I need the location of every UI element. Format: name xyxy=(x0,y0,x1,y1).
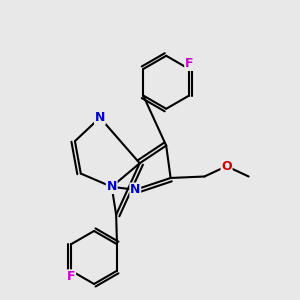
Text: F: F xyxy=(67,270,75,283)
Text: N: N xyxy=(130,183,140,196)
Text: F: F xyxy=(185,57,194,70)
Text: N: N xyxy=(95,111,105,124)
Text: N: N xyxy=(106,180,117,193)
Text: O: O xyxy=(221,160,232,173)
